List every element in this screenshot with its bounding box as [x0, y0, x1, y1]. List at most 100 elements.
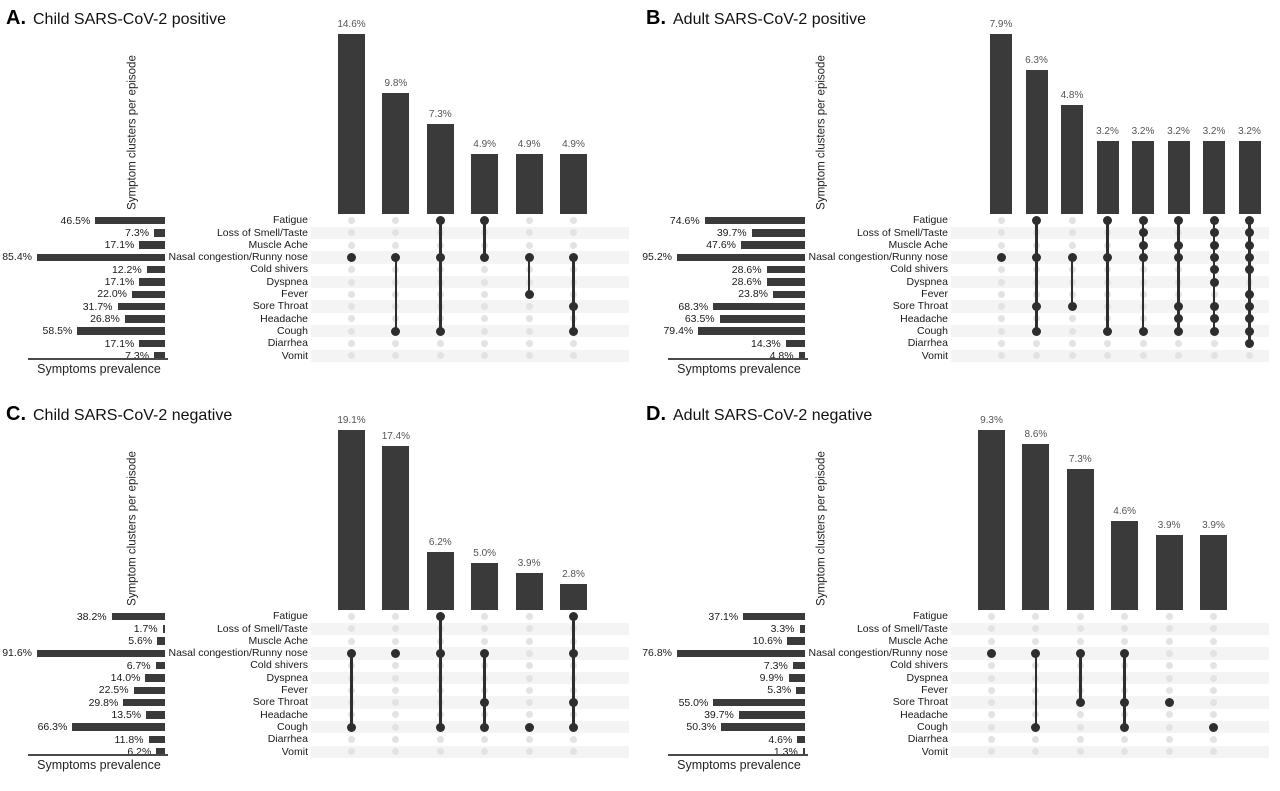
row-stripe — [311, 622, 629, 635]
matrix-dot — [348, 613, 355, 620]
matrix-dot-active — [1075, 648, 1085, 658]
prevalence-bar — [785, 339, 805, 348]
symptom-row-label: Muscle Ache — [248, 238, 308, 251]
matrix-dot-active — [1031, 648, 1041, 658]
prevalence-axis-line — [668, 358, 808, 360]
symptom-row-label: Loss of Smell/Taste — [856, 622, 948, 635]
matrix-dot — [988, 748, 995, 756]
matrix-dot — [988, 736, 995, 743]
cluster-bar — [1200, 534, 1227, 610]
prevalence-bar — [741, 241, 805, 249]
matrix-dot — [392, 736, 400, 743]
cluster-bar-label: 19.1% — [337, 415, 366, 426]
matrix-dot — [1165, 613, 1173, 620]
cluster-bar-label: 7.3% — [1068, 453, 1092, 465]
row-stripe — [311, 275, 629, 289]
y-axis-label: Symptom clusters per episode — [126, 55, 139, 210]
panel-title: D. Adult SARS-CoV-2 negative — [646, 399, 872, 427]
matrix-dot-active — [480, 722, 490, 732]
connector-line — [572, 257, 575, 332]
matrix-dot — [481, 637, 489, 645]
prevalence-bar — [788, 674, 805, 682]
prevalence-bar — [799, 625, 805, 633]
matrix-dot — [1210, 649, 1217, 657]
prevalence-bar-label: 17.1% — [104, 337, 135, 350]
cluster-bar-label: 3.9% — [517, 558, 541, 570]
cluster-bar — [338, 34, 365, 214]
symptom-row-label: Fever — [281, 684, 308, 696]
prevalence-bar — [124, 315, 165, 323]
y-axis-label: Symptom clusters per episode — [126, 451, 139, 606]
cluster-bar — [426, 124, 454, 214]
matrix-dot — [997, 229, 1005, 237]
matrix-dot — [1139, 352, 1147, 360]
matrix-dot — [481, 278, 489, 286]
prevalence-axis-line — [28, 358, 168, 360]
symptom-row-label: Muscle Ache — [248, 634, 308, 647]
prevalence-bar-label: 76.8% — [642, 647, 672, 660]
matrix-dot-active — [480, 216, 490, 225]
symptom-row-label: Fatigue — [912, 610, 948, 623]
matrix-dot — [570, 217, 577, 224]
matrix-dot — [348, 340, 355, 347]
matrix-dot — [1068, 327, 1076, 335]
matrix-dot-active — [1138, 252, 1148, 262]
connector-line — [483, 220, 486, 258]
matrix-dot — [525, 699, 533, 707]
matrix-dot-active — [1245, 216, 1254, 225]
matrix-dot — [481, 748, 489, 756]
panel-adult-negative: D. Adult SARS-CoV-2 negative Symptom clus… — [640, 396, 1280, 791]
cluster-bar-label: 3.2% — [1096, 126, 1119, 138]
prevalence-bar — [162, 625, 165, 633]
matrix-dot-active — [1245, 326, 1254, 336]
row-stripe — [311, 300, 629, 313]
cluster-bar — [382, 93, 410, 214]
matrix-dot-active — [1031, 722, 1041, 732]
matrix-dot — [481, 352, 489, 360]
matrix-dot-active — [1174, 314, 1183, 324]
prevalence-bar-label: 22.0% — [97, 288, 128, 301]
matrix-dot — [1165, 686, 1173, 694]
matrix-dot-active — [435, 612, 445, 621]
row-stripe — [951, 671, 1269, 685]
prevalence-bar — [156, 748, 165, 756]
matrix-dot — [392, 217, 400, 224]
prevalence-bar-label: 29.8% — [88, 696, 119, 709]
matrix-dot — [348, 352, 355, 360]
connector-line — [1248, 220, 1251, 344]
matrix-dot — [1165, 748, 1173, 756]
matrix-dot — [525, 625, 533, 633]
connector-line — [483, 653, 486, 728]
connector-line — [350, 653, 353, 728]
symptom-row-label: Cold shivers — [890, 263, 948, 276]
cluster-bar-label: 4.8% — [1060, 89, 1084, 101]
matrix-dot-active — [1209, 265, 1219, 275]
matrix-dot — [1076, 748, 1084, 756]
prevalence-bar — [146, 265, 165, 274]
cluster-bar-label: 4.6% — [1113, 505, 1137, 517]
matrix-dot — [525, 613, 533, 620]
matrix-dot-active — [435, 216, 445, 225]
matrix-dot — [988, 711, 995, 719]
matrix-dot — [525, 748, 533, 756]
matrix-dot-active — [1032, 326, 1041, 336]
matrix-dot — [988, 723, 995, 731]
symptom-row-label: Fatigue — [272, 610, 308, 623]
matrix-dot — [525, 303, 533, 311]
cluster-bar — [560, 153, 587, 214]
matrix-dot — [436, 352, 444, 360]
prevalence-bar — [677, 649, 805, 658]
prevalence-bar — [111, 612, 165, 621]
matrix-dot — [392, 229, 400, 237]
x-axis-label: Symptoms prevalence — [677, 758, 801, 772]
prevalence-bar-label: 17.1% — [104, 276, 135, 288]
prevalence-bar-label: 38.2% — [76, 610, 107, 623]
prevalence-bar-label: 10.6% — [752, 635, 783, 648]
row-stripe — [311, 226, 629, 239]
matrix-dot — [1068, 352, 1076, 360]
symptom-row-label: Fever — [921, 288, 948, 300]
matrix-dot-active — [347, 722, 356, 732]
connector-line — [1034, 653, 1038, 728]
symptom-row-label: Cough — [277, 324, 308, 337]
matrix-dot — [1032, 613, 1040, 620]
